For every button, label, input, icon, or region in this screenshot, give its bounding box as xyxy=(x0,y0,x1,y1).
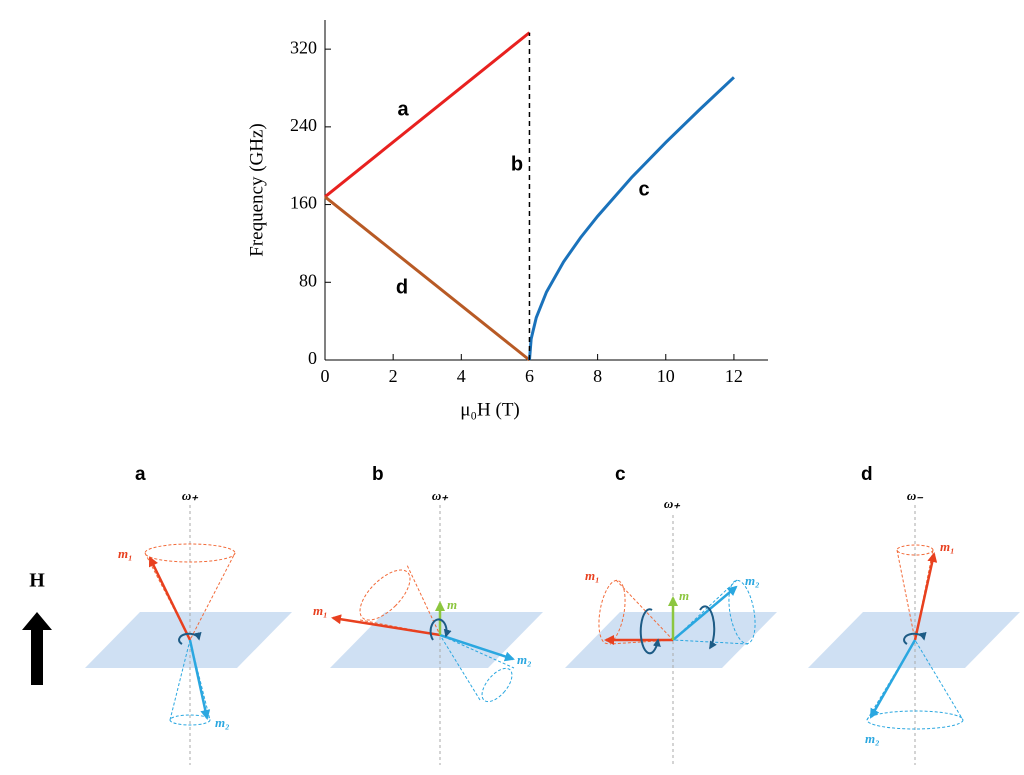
vector-m1 xyxy=(331,614,441,637)
vector-m2 xyxy=(672,585,738,641)
panel-label: b xyxy=(372,464,384,485)
series-label: d xyxy=(396,276,408,298)
field-arrow xyxy=(22,612,52,685)
x-tick-label: 2 xyxy=(389,366,398,386)
vector-label: m₁ xyxy=(585,568,600,583)
panel-c: c ω₊ m₁ m₂ m xyxy=(565,464,777,765)
panel-label: c xyxy=(615,464,626,485)
field: H xyxy=(22,570,52,685)
vector-m2 xyxy=(188,639,211,720)
series-line xyxy=(324,31,531,198)
series-line xyxy=(527,76,735,361)
panel-b: b ω₊ m₁ m₂ m xyxy=(313,464,543,765)
rotation xyxy=(639,608,661,655)
x-tick-label: 10 xyxy=(657,366,675,386)
rotation xyxy=(429,618,452,641)
y-tick-label: 320 xyxy=(290,37,317,57)
vector-m1 xyxy=(148,556,192,641)
panel-a: a ω₊ m₁ m₂ xyxy=(85,464,292,765)
plane xyxy=(85,612,292,668)
x-tick-label: 6 xyxy=(525,366,534,386)
panel-label: a xyxy=(135,464,146,485)
cone xyxy=(359,569,411,621)
mode-label: ω₊ xyxy=(182,488,198,503)
y-tick-label: 80 xyxy=(299,270,317,290)
panel-d: d ω₋ m₁ m₂ xyxy=(808,464,1020,765)
cone xyxy=(896,544,934,556)
vector-m1 xyxy=(913,552,938,641)
y-axis-label: Frequency (GHz) xyxy=(246,123,267,256)
vector-label: m₁ xyxy=(940,539,955,554)
series-label: a xyxy=(397,98,409,120)
rotation xyxy=(903,631,927,645)
y-tick-label: 160 xyxy=(290,193,317,213)
series-line xyxy=(324,195,531,362)
x-tick-label: 12 xyxy=(725,366,743,386)
vector-label: m xyxy=(447,597,457,612)
x-tick-label: 4 xyxy=(457,366,466,386)
rotation xyxy=(699,605,717,650)
cone xyxy=(481,667,513,703)
mode-label: ω₊ xyxy=(664,496,680,511)
y-tick-label: 240 xyxy=(290,115,317,135)
vector-label: m₁ xyxy=(118,546,133,561)
series-label: c xyxy=(638,178,649,200)
y-tick-label: 0 xyxy=(308,348,317,368)
vector-m2 xyxy=(869,639,917,719)
x-tick-label: 0 xyxy=(321,366,330,386)
vector-label: m₂ xyxy=(745,573,760,588)
panel-label: d xyxy=(861,464,873,485)
vector-label: m₂ xyxy=(215,715,230,730)
vector-label: m₂ xyxy=(517,652,532,667)
series-label: b xyxy=(511,153,523,175)
field-label: H xyxy=(29,570,45,592)
cone xyxy=(866,710,964,730)
x-axis-label: μ₀H (T) xyxy=(460,399,520,420)
x-tick-label: 8 xyxy=(593,366,602,386)
vector-m2 xyxy=(439,633,515,662)
vector-label: m₂ xyxy=(865,731,880,746)
rotation xyxy=(178,631,202,645)
mode-label: ω₊ xyxy=(432,488,448,503)
vector-label: m xyxy=(679,588,689,603)
mode-label: ω₋ xyxy=(907,488,923,503)
cone xyxy=(866,639,964,721)
vector-label: m₁ xyxy=(313,603,328,618)
chart: Frequency (GHz) μ₀H (T) 0 80 160 240 320 0 2 4 6… xyxy=(246,20,768,420)
